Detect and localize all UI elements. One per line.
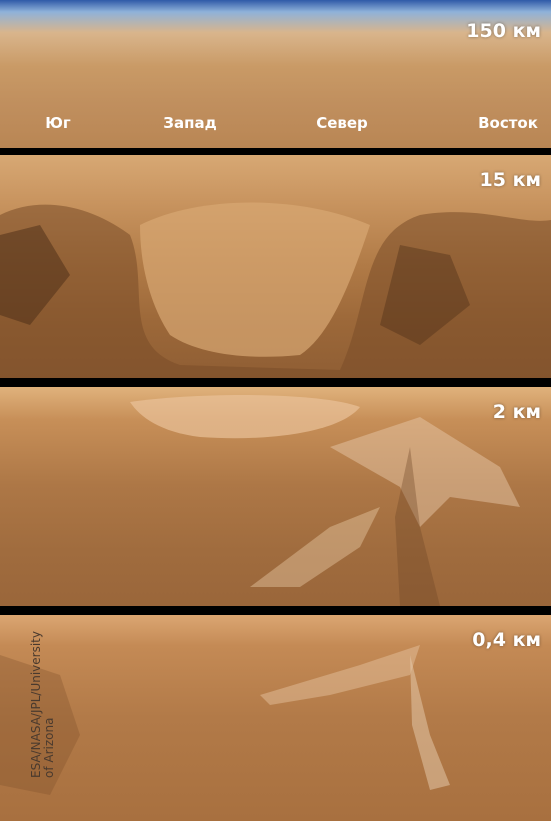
altitude-label: 2 км [492,401,541,423]
direction-label: Восток [478,114,538,132]
photo-credit: ESA/NASA/JPL/University of Arizona [29,631,56,778]
credit-line: of Arizona [42,717,56,778]
terrain [0,645,450,795]
terrain [0,202,551,378]
altitude-label: 15 км [479,169,541,191]
terrain [130,395,520,606]
direction-label: Запад [163,114,217,132]
panel-150km: 150 км Юг Запад Север Восток [0,0,551,148]
direction-label: Юг [45,114,71,132]
direction-label: Север [316,114,368,132]
altitude-label: 0,4 км [472,629,541,651]
panel-04km: 0,4 км [0,615,551,821]
panel-2km: 2 км [0,387,551,606]
panel-15km: 15 км [0,155,551,378]
altitude-label: 150 км [466,20,541,42]
